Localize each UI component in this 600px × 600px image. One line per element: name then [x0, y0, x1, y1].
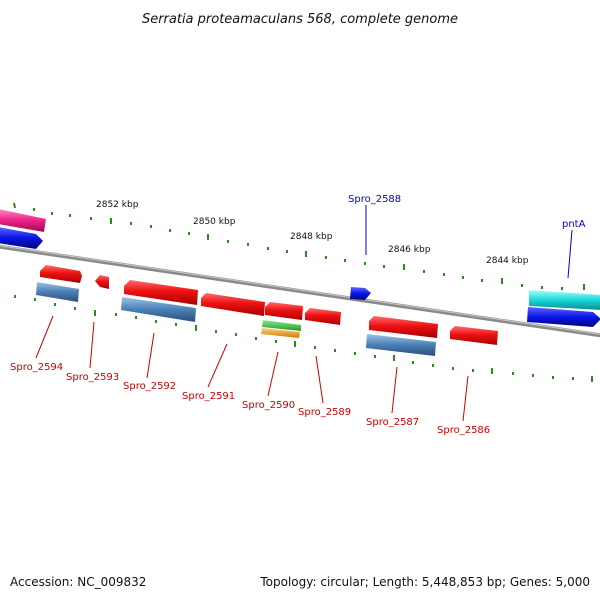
- gene-spro-2589[interactable]: [305, 308, 341, 325]
- gene-spro-2591[interactable]: [201, 293, 265, 316]
- label-spro-2594: Spro_2594: [10, 362, 63, 373]
- gene-spro-2588[interactable]: [350, 287, 371, 300]
- gene-spro-2586[interactable]: [450, 326, 498, 345]
- kbp-label-2844: 2844 kbp: [486, 256, 529, 266]
- gene-spro-2590-green[interactable]: [262, 320, 301, 331]
- gene-spro-2587-red[interactable]: [369, 316, 438, 338]
- gene-spro-2594[interactable]: [36, 282, 79, 302]
- label-spro-2588: Spro_2588: [348, 194, 401, 205]
- gene-spro-2592[interactable]: [121, 297, 196, 322]
- label-spro-2587: Spro_2587: [366, 417, 419, 428]
- gene-spro-2587[interactable]: [366, 334, 436, 356]
- gene-pnta-cyan[interactable]: [529, 290, 600, 310]
- genome-backbone-highlight: [0, 245, 600, 335]
- label-spro-2592: Spro_2592: [123, 381, 176, 392]
- gene-spro-2594-red[interactable]: [40, 265, 82, 283]
- gene-spro-2593[interactable]: [95, 275, 109, 289]
- label-spro-2593: Spro_2593: [66, 372, 119, 383]
- gene-pink-left[interactable]: [0, 209, 46, 232]
- gene-pnta[interactable]: [527, 307, 600, 327]
- label-leaders: [35, 205, 573, 422]
- kbp-label-2852: 2852 kbp: [96, 200, 139, 210]
- gene-spro-2590[interactable]: [261, 328, 300, 338]
- inner-scale-ticks: [14, 295, 593, 382]
- label-spro-2589: Spro_2589: [298, 407, 351, 418]
- accession-text: Accession: NC_009832: [10, 575, 146, 589]
- outer-scale-ticks: [13, 202, 585, 290]
- label-pnta: pntA: [562, 219, 586, 230]
- kbp-label-2848: 2848 kbp: [290, 232, 333, 242]
- label-spro-2590: Spro_2590: [242, 400, 295, 411]
- kbp-label-2846: 2846 kbp: [388, 245, 431, 255]
- gene-spro-2590-red[interactable]: [265, 302, 303, 320]
- genome-summary-text: Topology: circular; Length: 5,448,853 bp…: [259, 575, 590, 589]
- label-spro-2591: Spro_2591: [182, 391, 235, 402]
- map-title: Serratia proteamaculans 568, complete ge…: [142, 12, 458, 27]
- gene-blue-left[interactable]: [0, 227, 43, 249]
- kbp-label-2850: 2850 kbp: [193, 217, 236, 227]
- label-spro-2586: Spro_2586: [437, 425, 490, 436]
- gene-spro-2592-red[interactable]: [124, 280, 198, 305]
